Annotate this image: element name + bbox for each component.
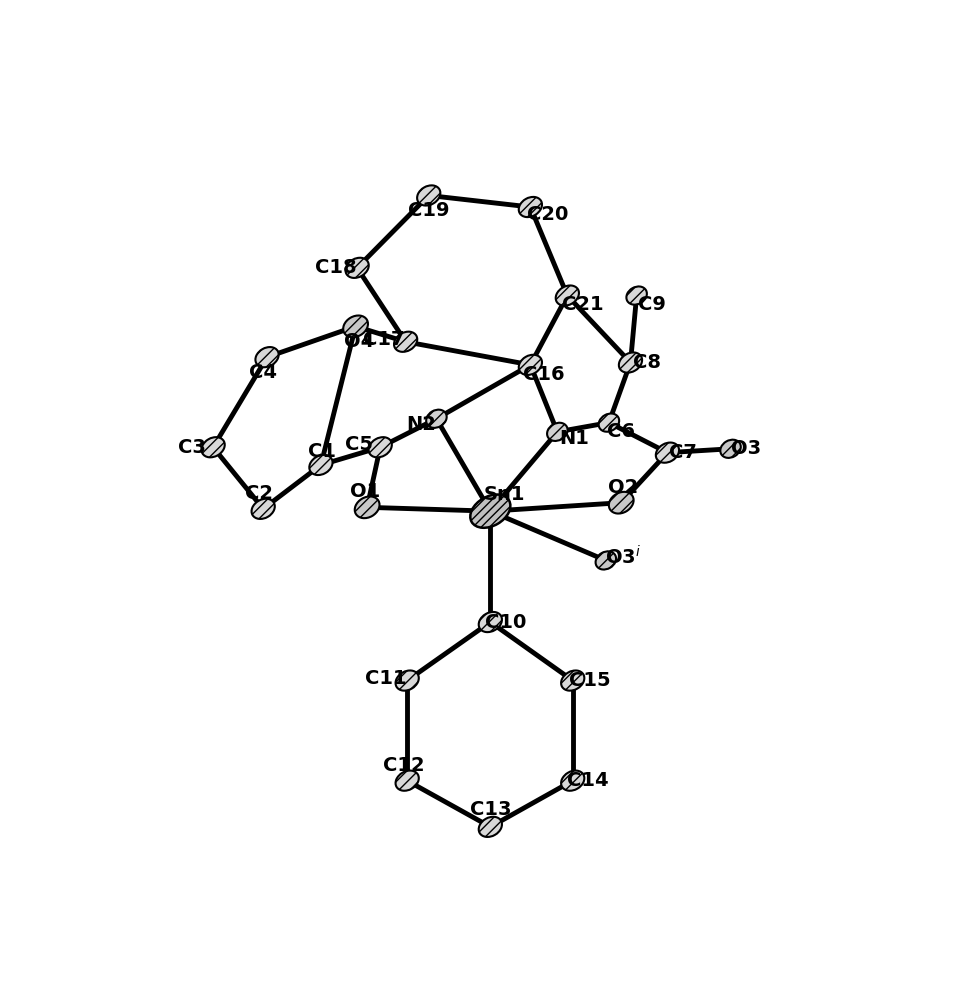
- Ellipse shape: [310, 455, 333, 475]
- Ellipse shape: [251, 499, 275, 519]
- Ellipse shape: [310, 455, 333, 475]
- Ellipse shape: [201, 437, 224, 457]
- Ellipse shape: [479, 817, 502, 837]
- Ellipse shape: [720, 440, 740, 458]
- Ellipse shape: [619, 352, 643, 373]
- Ellipse shape: [368, 437, 392, 457]
- Ellipse shape: [561, 771, 584, 791]
- Text: C12: C12: [383, 756, 424, 775]
- Text: C18: C18: [315, 258, 357, 277]
- Ellipse shape: [395, 771, 419, 791]
- Text: N2: N2: [406, 415, 436, 434]
- Ellipse shape: [561, 771, 584, 791]
- Text: C13: C13: [470, 800, 511, 819]
- Text: C6: C6: [607, 422, 635, 441]
- Ellipse shape: [426, 410, 447, 428]
- Ellipse shape: [519, 197, 542, 217]
- Ellipse shape: [609, 492, 634, 514]
- Text: O3: O3: [731, 439, 761, 458]
- Ellipse shape: [519, 197, 542, 217]
- Ellipse shape: [609, 492, 634, 514]
- Text: Sn1: Sn1: [483, 485, 525, 504]
- Ellipse shape: [598, 414, 620, 432]
- Ellipse shape: [343, 315, 368, 337]
- Text: C17: C17: [363, 330, 405, 349]
- Ellipse shape: [255, 347, 279, 367]
- Ellipse shape: [720, 440, 740, 458]
- Ellipse shape: [394, 332, 417, 352]
- Ellipse shape: [395, 670, 419, 691]
- Text: C8: C8: [633, 353, 662, 372]
- Ellipse shape: [555, 285, 579, 306]
- Ellipse shape: [547, 423, 568, 441]
- Ellipse shape: [561, 670, 584, 691]
- Text: O2: O2: [608, 478, 639, 497]
- Text: C3: C3: [177, 438, 205, 457]
- Text: C10: C10: [485, 613, 526, 632]
- Text: N1: N1: [559, 429, 589, 448]
- Ellipse shape: [255, 347, 279, 367]
- Text: C7: C7: [668, 443, 697, 462]
- Ellipse shape: [201, 437, 224, 457]
- Text: C11: C11: [364, 669, 407, 688]
- Ellipse shape: [479, 612, 502, 632]
- Ellipse shape: [555, 285, 579, 306]
- Text: O1: O1: [350, 482, 380, 501]
- Ellipse shape: [656, 443, 679, 463]
- Ellipse shape: [345, 258, 369, 278]
- Ellipse shape: [479, 817, 502, 837]
- Ellipse shape: [656, 443, 679, 463]
- Ellipse shape: [598, 414, 620, 432]
- Ellipse shape: [596, 551, 616, 570]
- Ellipse shape: [626, 286, 647, 305]
- Text: C1: C1: [309, 442, 337, 461]
- Text: C19: C19: [408, 201, 450, 220]
- Ellipse shape: [355, 496, 380, 518]
- Ellipse shape: [626, 286, 647, 305]
- Text: C14: C14: [568, 771, 609, 790]
- Ellipse shape: [479, 612, 502, 632]
- Ellipse shape: [417, 185, 440, 206]
- Ellipse shape: [561, 670, 584, 691]
- Text: C21: C21: [562, 295, 603, 314]
- Ellipse shape: [519, 355, 542, 375]
- Text: C16: C16: [524, 365, 565, 384]
- Ellipse shape: [343, 315, 368, 337]
- Ellipse shape: [596, 551, 616, 570]
- Text: C4: C4: [249, 363, 277, 382]
- Ellipse shape: [417, 185, 440, 206]
- Ellipse shape: [345, 258, 369, 278]
- Ellipse shape: [547, 423, 568, 441]
- Ellipse shape: [395, 670, 419, 691]
- Ellipse shape: [426, 410, 447, 428]
- Ellipse shape: [394, 332, 417, 352]
- Ellipse shape: [251, 499, 275, 519]
- Ellipse shape: [470, 495, 510, 528]
- Text: C9: C9: [638, 295, 666, 314]
- Text: O4: O4: [344, 332, 375, 351]
- Ellipse shape: [355, 496, 380, 518]
- Ellipse shape: [368, 437, 392, 457]
- Ellipse shape: [470, 495, 510, 528]
- Text: C5: C5: [344, 435, 373, 454]
- Ellipse shape: [395, 771, 419, 791]
- Text: C20: C20: [526, 205, 568, 224]
- Text: C2: C2: [246, 484, 273, 503]
- Ellipse shape: [519, 355, 542, 375]
- Ellipse shape: [619, 352, 643, 373]
- Text: O3$^i$: O3$^i$: [605, 545, 641, 568]
- Text: C15: C15: [569, 671, 611, 690]
